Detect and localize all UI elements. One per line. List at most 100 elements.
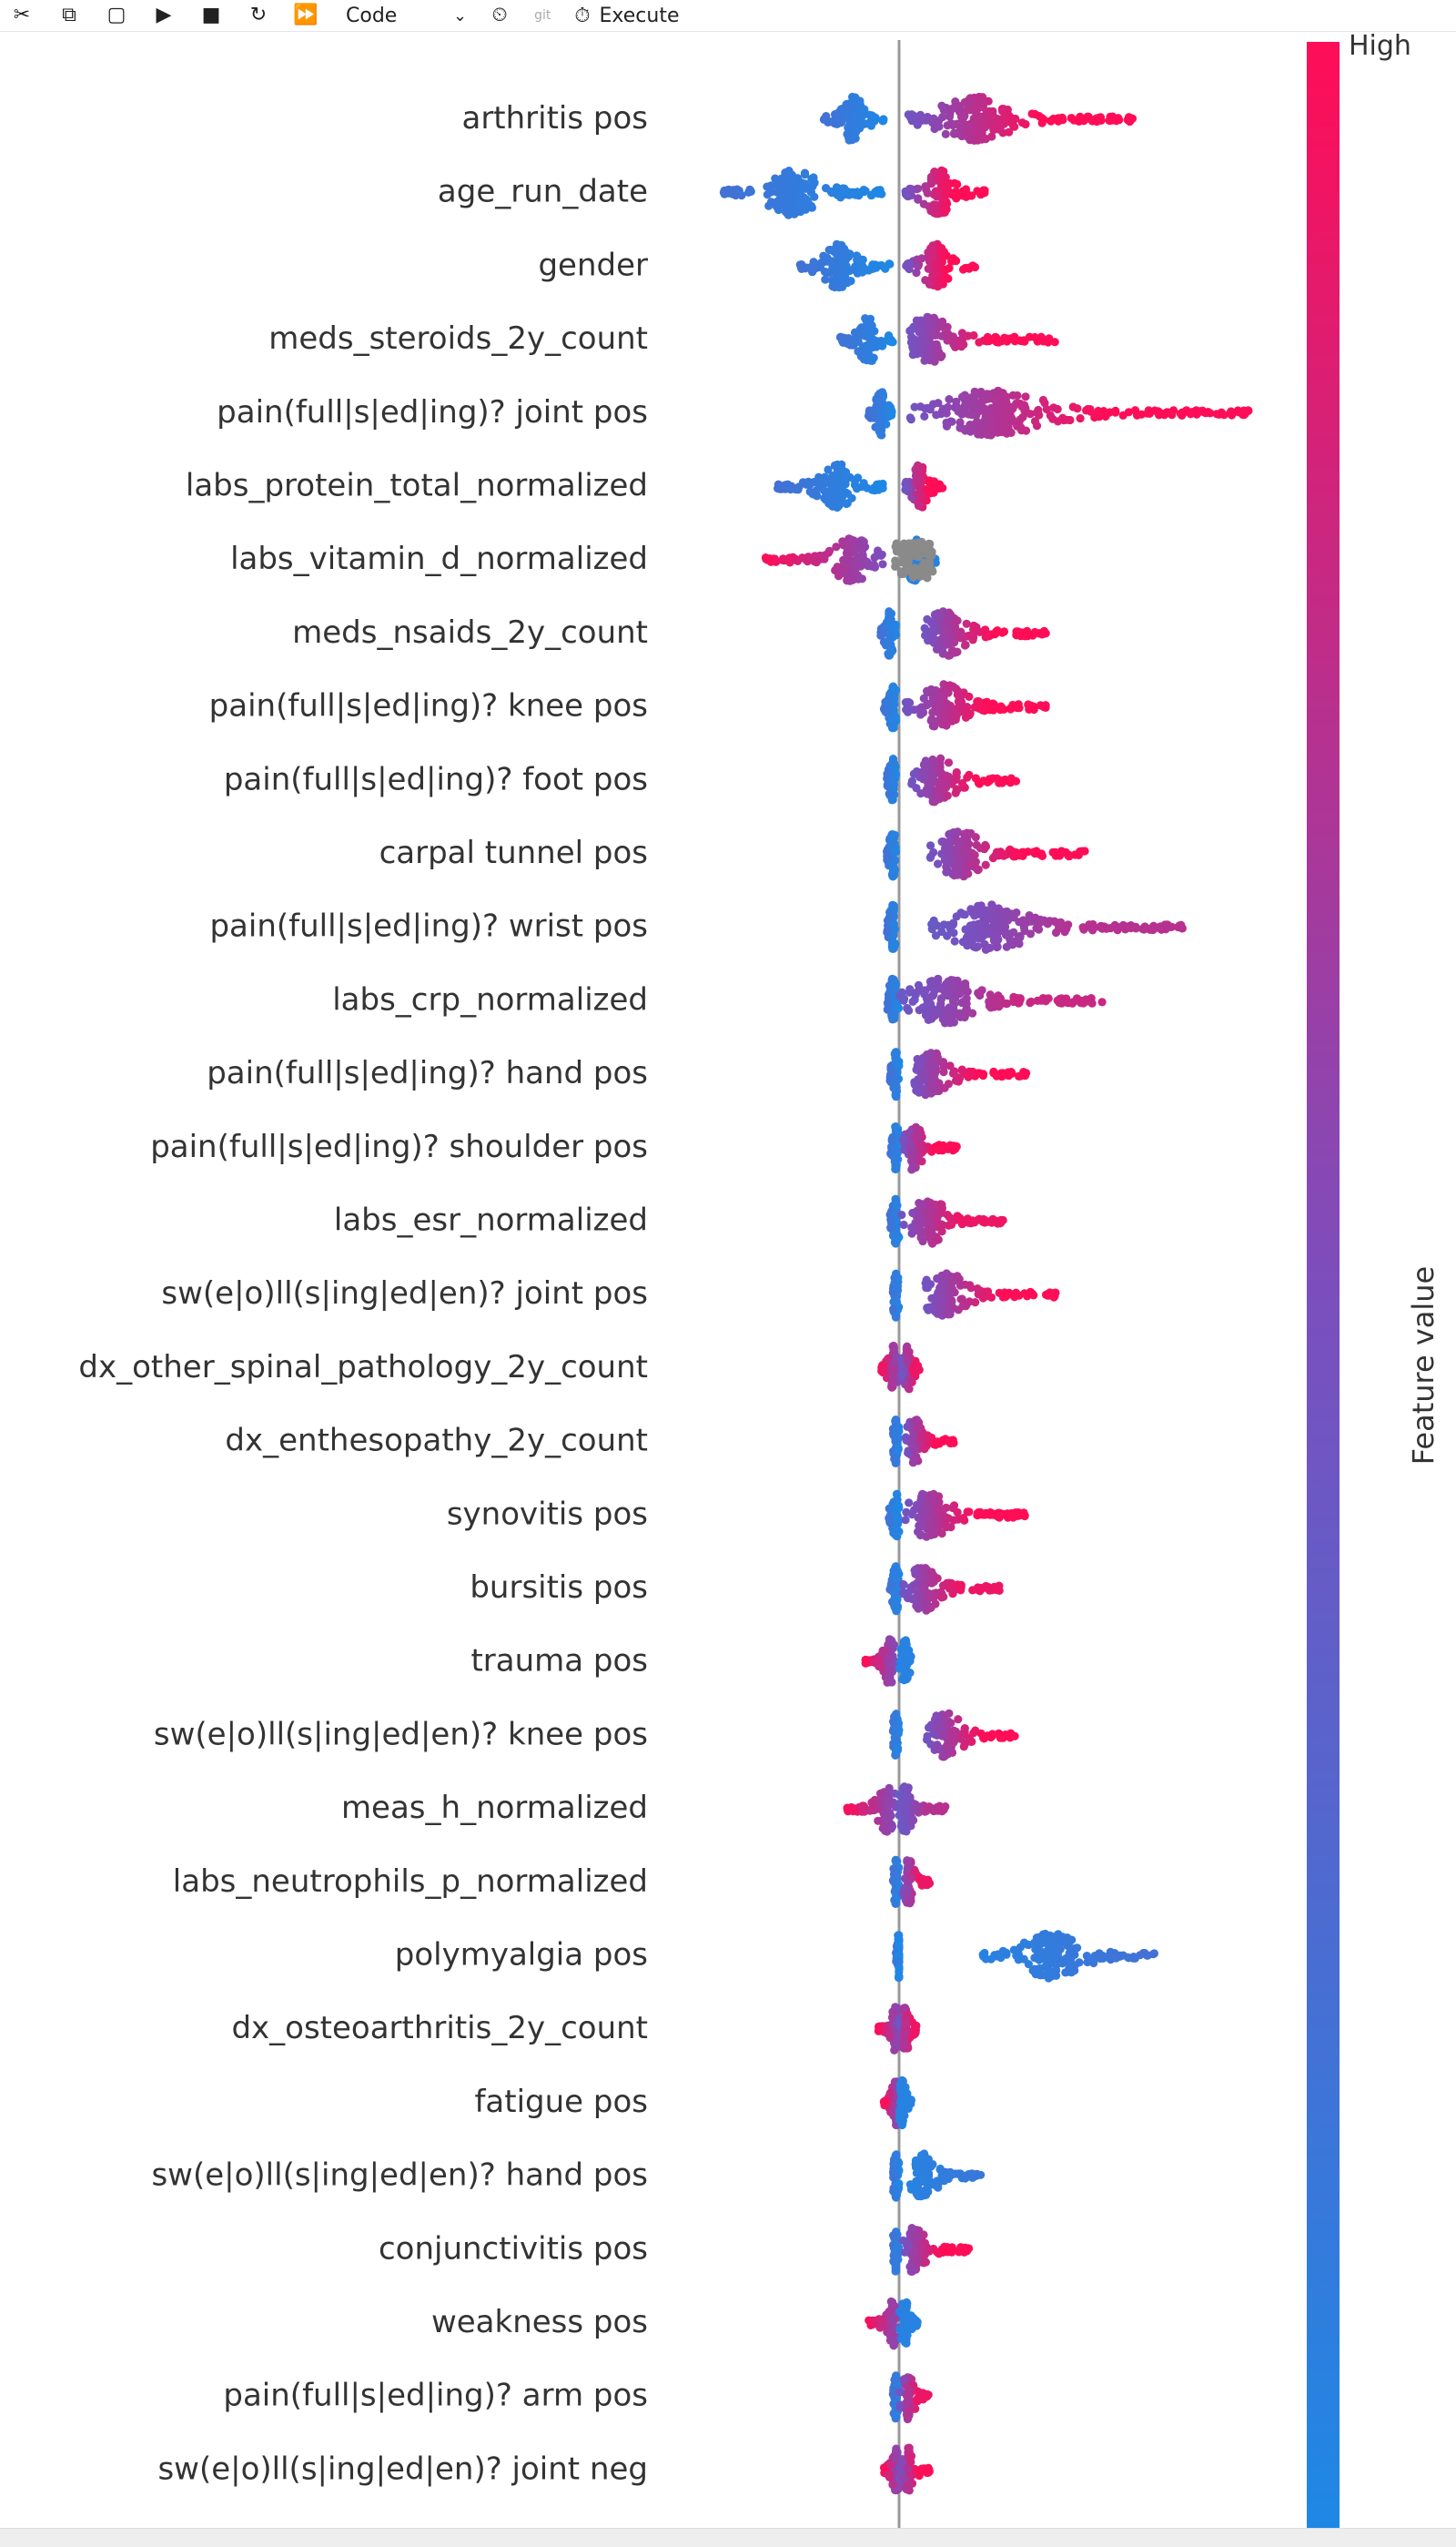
feature-label: dx_other_spinal_pathology_2y_count xyxy=(78,1349,648,1385)
feature-label: pain(full|s|ed|ing)? joint pos xyxy=(217,394,648,431)
shap-point xyxy=(967,1071,976,1079)
shap-point xyxy=(832,543,840,551)
shap-point xyxy=(794,181,802,189)
shap-point xyxy=(919,1522,927,1530)
shap-point xyxy=(963,829,971,837)
shap-point xyxy=(810,193,818,201)
shap-point xyxy=(1006,939,1015,948)
shap-point xyxy=(941,1435,949,1443)
shap-point xyxy=(893,1298,901,1306)
shap-point xyxy=(876,186,885,194)
shap-point xyxy=(969,635,977,644)
feature-row: meds_steroids_2y_count xyxy=(268,313,1059,366)
shap-point xyxy=(944,792,952,800)
shap-point xyxy=(975,1585,983,1593)
shap-point xyxy=(930,355,938,363)
shap-point xyxy=(927,1568,935,1576)
shap-point xyxy=(942,868,950,877)
shap-point xyxy=(951,97,959,106)
shap-point xyxy=(884,708,892,716)
shap-point xyxy=(953,773,961,781)
shap-point xyxy=(920,412,928,421)
shap-point xyxy=(933,1437,941,1446)
feature-label: gender xyxy=(538,247,648,283)
shap-point xyxy=(1020,1289,1028,1297)
shap-point xyxy=(1177,921,1185,929)
feature-label: trauma pos xyxy=(470,1643,648,1679)
shap-point xyxy=(941,856,949,864)
shap-point xyxy=(918,320,926,329)
shap-point xyxy=(806,481,814,489)
shap-point xyxy=(1016,995,1025,1003)
shap-point xyxy=(773,181,781,189)
shap-point xyxy=(904,1004,912,1012)
shap-point xyxy=(951,1276,959,1284)
shap-point xyxy=(1012,702,1020,710)
shap-point xyxy=(914,194,922,202)
shap-point xyxy=(1154,407,1162,415)
shap-point xyxy=(1220,411,1228,419)
shap-point xyxy=(900,1221,908,1229)
shap-point-missing xyxy=(891,556,899,564)
shap-point xyxy=(933,192,941,200)
shap-point xyxy=(951,937,959,945)
shap-point xyxy=(959,938,967,946)
shap-point xyxy=(889,1367,897,1375)
shap-point xyxy=(921,1068,929,1076)
shap-point xyxy=(972,833,980,841)
shap-point xyxy=(907,185,915,193)
shap-point xyxy=(929,1490,937,1498)
shap-point xyxy=(829,261,837,269)
shap-point xyxy=(959,1302,967,1310)
shap-point-missing xyxy=(917,538,925,546)
feature-label: labs_vitamin_d_normalized xyxy=(230,541,648,577)
shap-point xyxy=(929,1076,937,1084)
feature-label: meds_steroids_2y_count xyxy=(268,320,648,357)
shap-point xyxy=(849,134,857,142)
shap-point xyxy=(822,112,830,120)
feature-row: pain(full|s|ed|ing)? knee pos xyxy=(209,680,1050,732)
shap-point xyxy=(986,913,995,921)
shap-point xyxy=(904,708,912,716)
shap-point xyxy=(938,1529,946,1537)
shap-point xyxy=(929,252,937,260)
shap-point xyxy=(1026,929,1035,938)
shap-point xyxy=(865,409,874,417)
shap-point xyxy=(967,191,976,199)
shap-point-missing xyxy=(899,570,907,578)
shap-point xyxy=(974,1216,982,1224)
feature-row: age_run_date xyxy=(438,167,989,219)
shap-point xyxy=(975,419,983,427)
shap-point xyxy=(945,1003,954,1011)
shap-point xyxy=(910,770,918,778)
shap-point xyxy=(909,1152,917,1161)
shap-point xyxy=(888,716,896,725)
shap-point xyxy=(945,330,953,339)
shap-point xyxy=(945,1213,954,1222)
shap-point xyxy=(873,400,881,408)
shap-point xyxy=(935,1513,943,1521)
shap-point xyxy=(969,331,977,340)
shap-point xyxy=(991,852,999,860)
shap-point xyxy=(1017,337,1026,345)
shap-point xyxy=(966,921,975,929)
shap-point xyxy=(863,318,871,326)
shap-point xyxy=(1244,407,1252,415)
shap-point xyxy=(957,1066,966,1074)
shap-point xyxy=(783,206,791,214)
shap-point xyxy=(916,1143,925,1152)
shap-point xyxy=(922,1601,930,1609)
shap-point xyxy=(1006,1070,1015,1078)
shap-point xyxy=(998,778,1006,786)
shap-point xyxy=(905,698,913,706)
shap-point-missing xyxy=(925,540,933,548)
shap-point xyxy=(959,1514,967,1522)
shap-point xyxy=(1019,1509,1027,1517)
shap-point xyxy=(908,1143,916,1152)
shap-point xyxy=(864,326,872,334)
shap-point xyxy=(836,193,844,201)
feature-row: pain(full|s|ed|ing)? joint pos xyxy=(217,387,1252,440)
shap-point xyxy=(892,1531,900,1539)
shap-point xyxy=(1045,1292,1053,1300)
